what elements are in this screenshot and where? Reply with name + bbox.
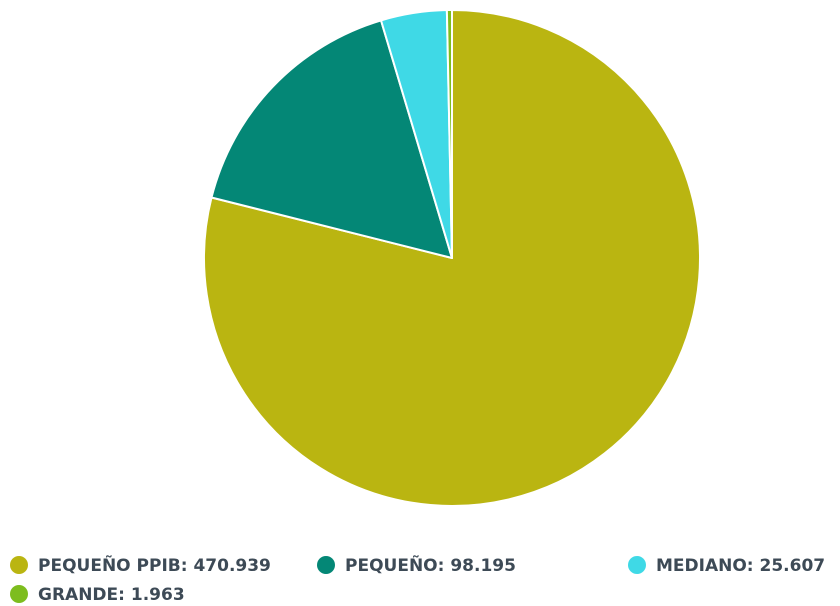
legend-marker (628, 556, 646, 574)
legend: PEQUEÑO PPIB: 470.939 PEQUEÑO: 98.195 MEDI… (10, 553, 825, 605)
legend-item-mediano[interactable]: MEDIANO: 25.607 (628, 556, 825, 576)
legend-item-pequeño-ppib[interactable]: PEQUEÑO PPIB: 470.939 (10, 553, 271, 576)
legend-marker (10, 556, 28, 574)
legend-label: MEDIANO: 25.607 (656, 556, 825, 576)
legend-label: PEQUEÑO PPIB: 470.939 (38, 553, 271, 576)
legend-item-pequeño[interactable]: PEQUEÑO: 98.195 (317, 553, 516, 576)
pie-slice-pequeño[interactable] (210, 19, 453, 259)
pie-slices (203, 8, 701, 507)
pie-slice-grande[interactable] (445, 8, 453, 259)
legend-marker (317, 556, 335, 574)
legend-label: GRANDE: 1.963 (38, 585, 185, 605)
legend-label: PEQUEÑO: 98.195 (345, 553, 516, 576)
legend-marker (10, 585, 28, 603)
legend-item-grande[interactable]: GRANDE: 1.963 (10, 585, 185, 605)
